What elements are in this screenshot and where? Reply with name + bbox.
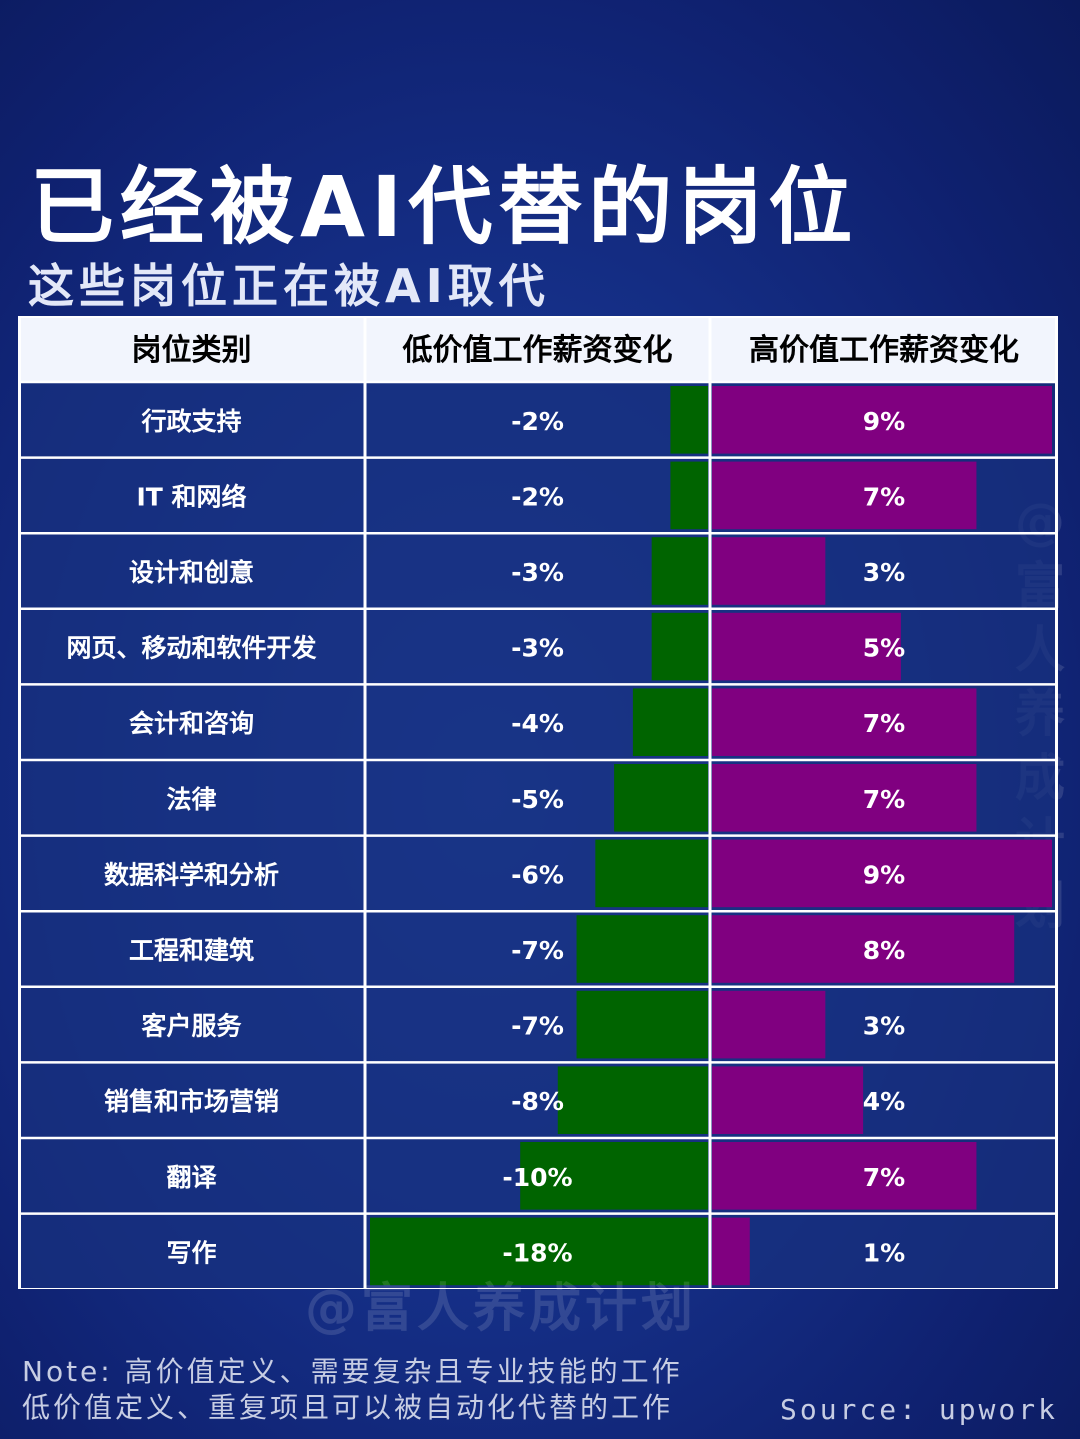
high-value-label: 3% [863, 558, 905, 587]
high-bar [712, 915, 1015, 983]
high-bar [712, 1217, 750, 1286]
low-bar [595, 839, 708, 908]
low-bar [651, 612, 708, 681]
high-bar [712, 764, 977, 832]
high-bar [712, 839, 1052, 908]
low-value-label: -4% [511, 709, 564, 738]
high-bar [712, 612, 901, 681]
page-title: 已经被AI代替的岗位 [30, 158, 859, 256]
category-label: 工程和建筑 [129, 936, 254, 965]
note-line-2: 低价值定义、重复项且可以被自动化代替的工作 [22, 1391, 674, 1424]
watermark: @富人养成计划 [305, 1279, 698, 1339]
table-header-bg [18, 316, 1058, 382]
low-bar [614, 764, 708, 832]
source-label: Source: upwork [779, 1393, 1058, 1426]
low-value-label: -7% [511, 1012, 564, 1041]
high-value-label: 9% [863, 860, 905, 889]
high-bar [712, 386, 1052, 454]
low-value-label: -3% [511, 558, 564, 587]
low-value-label: -8% [511, 1087, 564, 1116]
low-bar [670, 461, 708, 530]
high-bar [712, 688, 977, 756]
low-value-label: -3% [511, 634, 564, 663]
low-value-label: -2% [511, 407, 564, 436]
high-bar [712, 1142, 977, 1210]
low-bar [670, 386, 708, 454]
category-label: 客户服务 [141, 1012, 241, 1041]
low-value-label: -10% [502, 1163, 572, 1192]
high-value-label: 7% [863, 482, 905, 511]
category-label: 设计和创意 [129, 558, 254, 587]
low-bar [576, 915, 708, 983]
low-bar [370, 1217, 708, 1286]
high-bar [712, 1066, 864, 1134]
high-value-label: 4% [863, 1087, 905, 1116]
category-label: 行政支持 [140, 407, 241, 436]
high-bar [712, 537, 826, 605]
category-label: 销售和市场营销 [104, 1087, 279, 1116]
page-subtitle: 这些岗位正在被AI取代 [28, 259, 550, 313]
low-bar [520, 1142, 708, 1210]
low-value-label: -6% [511, 860, 564, 889]
high-bar [712, 461, 977, 530]
category-label: 会计和咨询 [129, 709, 254, 738]
column-header-2: 高价值工作薪资变化 [749, 333, 1019, 368]
note-line-1: Note: 高价值定义、需要复杂且专业技能的工作 [22, 1355, 683, 1388]
column-header-1: 低价值工作薪资变化 [402, 333, 673, 368]
low-bar [557, 1066, 708, 1134]
high-bar [712, 990, 826, 1059]
category-label: 网页、移动和软件开发 [66, 634, 316, 663]
high-value-label: 7% [863, 709, 905, 738]
low-bar [632, 688, 708, 756]
category-label: 数据科学和分析 [104, 860, 279, 889]
high-value-label: 1% [863, 1238, 905, 1267]
column-header-0: 岗位类别 [132, 333, 252, 368]
low-value-label: -2% [511, 482, 564, 511]
high-value-label: 7% [863, 1163, 905, 1192]
category-label: 翻译 [166, 1163, 217, 1192]
low-value-label: -7% [511, 936, 564, 965]
category-label: IT 和网络 [136, 482, 246, 511]
high-value-label: 7% [863, 785, 905, 814]
category-label: 写作 [166, 1238, 216, 1267]
high-value-label: 8% [863, 936, 905, 965]
low-value-label: -18% [502, 1238, 572, 1267]
low-bar [651, 537, 708, 605]
high-value-label: 5% [863, 634, 905, 663]
high-value-label: 3% [863, 1012, 905, 1041]
high-value-label: 9% [863, 407, 905, 436]
low-value-label: -5% [511, 785, 564, 814]
category-label: 法律 [166, 785, 216, 814]
low-bar [576, 990, 708, 1059]
